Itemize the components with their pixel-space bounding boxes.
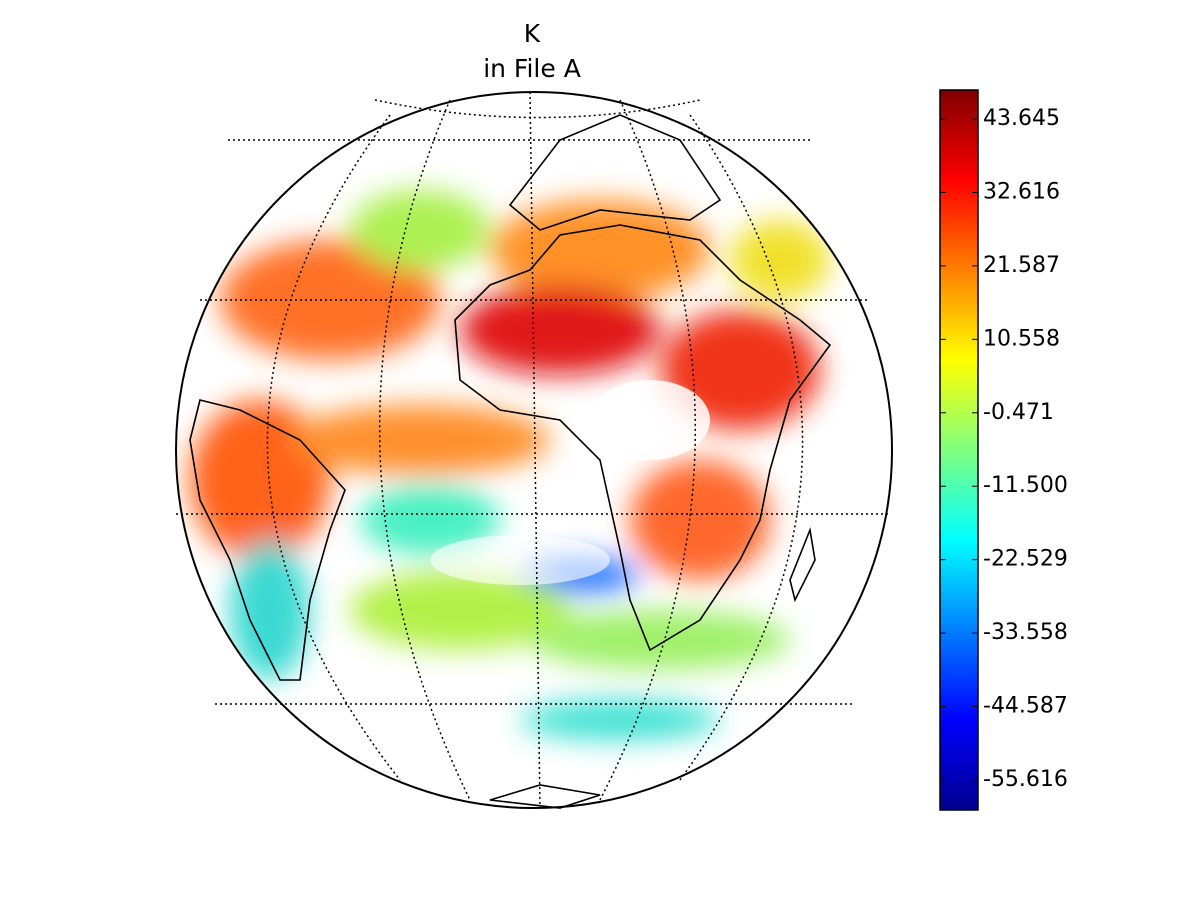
colorbar-tick-label: 32.616 (983, 179, 1060, 204)
colorbar (939, 89, 979, 811)
colorbar-tick-label: -22.529 (983, 547, 1068, 572)
colorbar-tick-label: 10.558 (983, 326, 1060, 351)
map-title: K (524, 19, 541, 48)
globe-outline (175, 91, 893, 809)
colorbar-tick-label: 43.645 (983, 106, 1060, 131)
map-subtitle: in File A (483, 54, 581, 83)
colorbar-tick-label: -33.558 (983, 620, 1068, 645)
colorbar-tick-label: 21.587 (983, 253, 1060, 278)
colorbar-tick-label: -0.471 (983, 400, 1054, 425)
coastlines (189, 114, 832, 809)
graticule (176, 91, 890, 809)
data-field (176, 92, 892, 808)
colorbar-tick-label: -11.500 (983, 473, 1068, 498)
colorbar-tick-label: -55.616 (983, 767, 1068, 792)
colorbar-tick-label: -44.587 (983, 694, 1068, 719)
